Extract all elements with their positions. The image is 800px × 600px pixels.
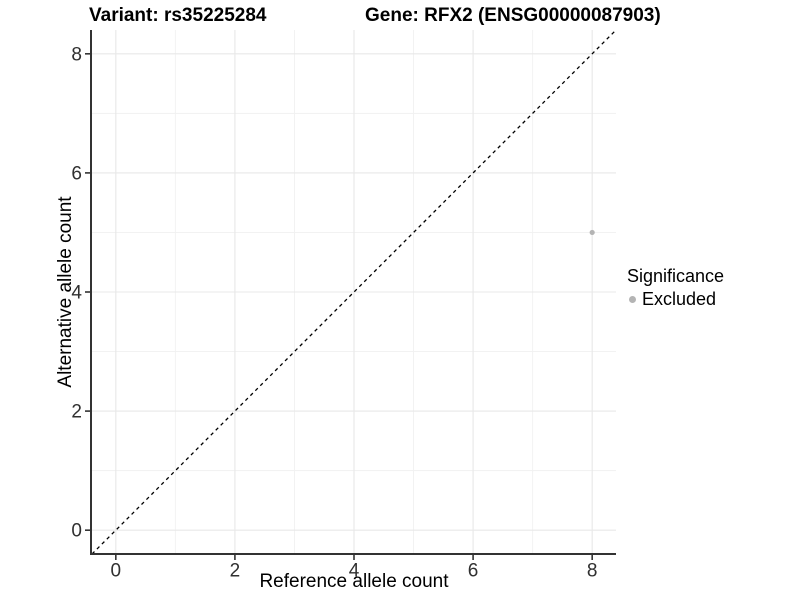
- identity-reference-line: [91, 29, 617, 555]
- x-tick-label: 0: [111, 561, 122, 582]
- y-tick-label: 4: [71, 283, 82, 304]
- legend: Significance Excluded: [627, 266, 724, 310]
- legend-item-excluded: Excluded: [627, 289, 724, 310]
- y-tick-label: 8: [71, 44, 82, 65]
- legend-item-label: Excluded: [642, 289, 717, 309]
- y-tick-label: 0: [71, 521, 82, 542]
- x-tick-label: 4: [349, 561, 360, 582]
- y-axis-title: Alternative allele count: [55, 196, 76, 388]
- y-tick-label: 6: [71, 163, 82, 184]
- data-point: [589, 229, 595, 236]
- legend-point-icon: [629, 296, 636, 303]
- x-axis-title: Reference allele count: [259, 571, 449, 592]
- y-tick-label: 2: [71, 402, 82, 423]
- plot-title-variant: Variant: rs35225284: [89, 5, 267, 26]
- legend-title: Significance: [627, 266, 725, 286]
- x-tick-label: 6: [468, 561, 479, 582]
- plot-title-gene: Gene: RFX2 (ENSG00000087903): [365, 5, 661, 26]
- x-tick-label: 2: [230, 561, 241, 582]
- x-tick-label: 8: [587, 561, 598, 582]
